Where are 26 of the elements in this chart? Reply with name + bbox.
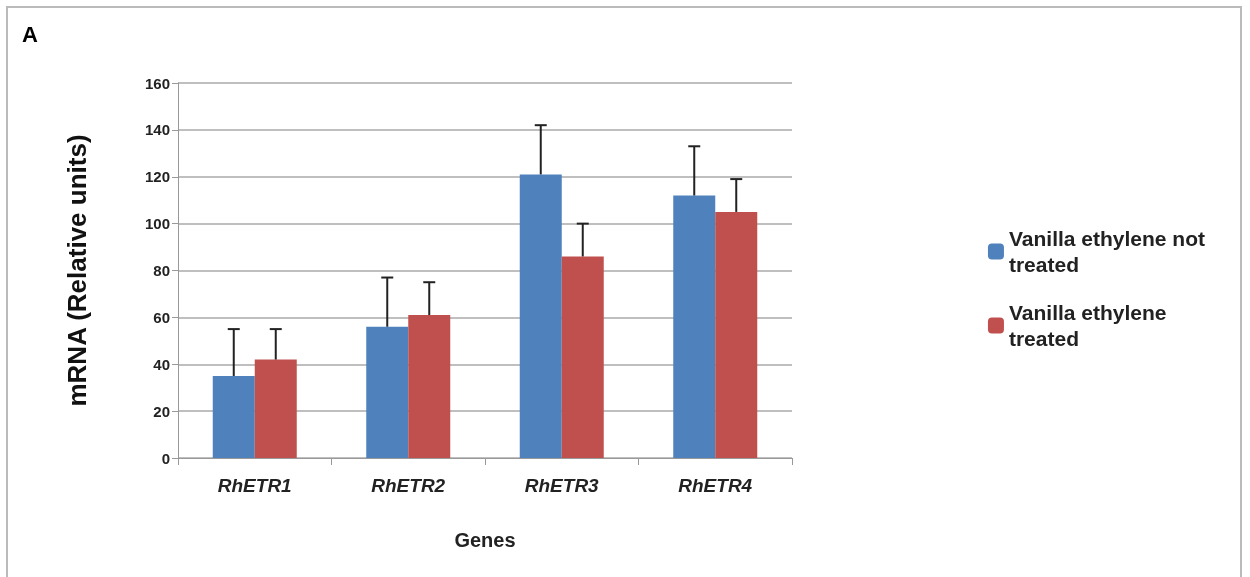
text: A [22, 22, 38, 48]
y-tick-label: 160 [144, 74, 170, 92]
y-tick-label: 80 [153, 262, 170, 279]
y-tick-label: 0 [161, 449, 170, 467]
y-tick-label: 40 [153, 355, 170, 373]
y-tick-label: 20 [153, 402, 170, 420]
bar [673, 195, 716, 458]
x-tick-label: RhETR3 [524, 475, 600, 496]
x-tick-label: RhETR2 [371, 475, 446, 496]
y-axis-title: mRNA (Relative units) [62, 134, 92, 407]
x-tick-label: RhETR4 [678, 475, 753, 496]
y-tick-label: 120 [144, 168, 170, 186]
y-tick-label: 140 [144, 121, 170, 139]
x-axis-title: Genes [454, 529, 516, 551]
bar [519, 174, 562, 458]
y-tick-label: 60 [153, 308, 170, 326]
y-tick-label: 100 [144, 215, 170, 233]
bar [254, 359, 297, 458]
bar [561, 256, 604, 458]
bar [715, 211, 758, 458]
legend-label: Vanilla ethylene treated [1008, 301, 1167, 350]
bar [408, 315, 451, 458]
bar [212, 375, 255, 458]
x-tick-label: RhETR1 [217, 475, 292, 496]
legend-label: Vanilla ethylene not treated [1008, 227, 1206, 276]
bar [366, 326, 409, 458]
